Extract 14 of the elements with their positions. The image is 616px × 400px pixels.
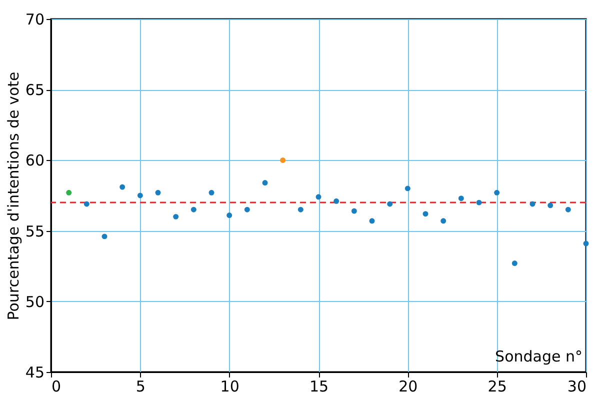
y-tick-label: 55 xyxy=(25,222,44,240)
x-tick-label: 10 xyxy=(220,378,240,396)
y-tick-label: 45 xyxy=(25,364,44,382)
x-tick-label: 15 xyxy=(309,378,329,396)
y-tick-label: 65 xyxy=(25,81,44,100)
x-tick-label: 0 xyxy=(52,378,62,396)
x-tick-label: 30 xyxy=(567,378,586,396)
y-tick-label: 50 xyxy=(25,292,44,311)
x-tick-label: 25 xyxy=(488,378,507,396)
y-axis-title: Pourcentage d'intentions de vote xyxy=(4,72,22,320)
x-tick-label: 20 xyxy=(398,378,418,396)
y-tick-label: 60 xyxy=(25,152,44,170)
y-tick-label: 70 xyxy=(25,10,44,28)
x-tick-label: 5 xyxy=(136,378,146,396)
